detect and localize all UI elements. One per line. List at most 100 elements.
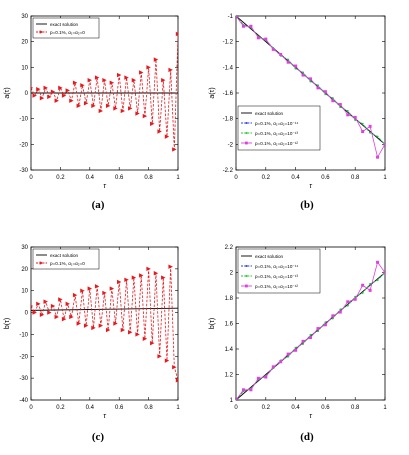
series-marker-3 — [309, 336, 312, 340]
series-marker-1 — [65, 301, 70, 307]
series-marker-2 — [324, 321, 327, 324]
series-marker-1 — [31, 304, 34, 308]
series-marker-1 — [76, 321, 81, 326]
x-tick-label: 0.8 — [144, 175, 153, 181]
legend-marker-1 — [39, 30, 44, 34]
y-tick-label: -2.2 — [223, 168, 234, 174]
series-marker-1 — [32, 310, 37, 315]
y-tick-label: -1.6 — [223, 91, 234, 97]
y-tick-label: 0 — [25, 311, 29, 317]
series-marker-3 — [316, 86, 320, 90]
x-axis-label: τ — [309, 183, 312, 190]
series-marker-1 — [113, 321, 118, 326]
series-marker-3 — [301, 339, 305, 343]
legend: exact solution p=0.1%, α₁=α₂=0 — [32, 17, 100, 39]
series-marker-1 — [105, 327, 111, 333]
series-marker-3 — [294, 348, 298, 352]
series-marker-1 — [65, 88, 70, 93]
series-marker-1 — [72, 80, 78, 85]
series-marker-1 — [105, 103, 111, 109]
series-marker-3 — [301, 73, 305, 77]
x-tick-label: 0 — [234, 175, 238, 181]
y-axis-label: b(τ) — [4, 318, 11, 329]
series-marker-3 — [331, 314, 335, 318]
y-tick-label: -1.2 — [223, 40, 234, 46]
series-marker-1 — [58, 85, 63, 91]
series-marker-2 — [287, 58, 290, 61]
y-axis-label: a(τ) — [4, 87, 11, 98]
series-marker-1 — [87, 77, 92, 83]
series-marker-3 — [286, 60, 290, 64]
series-marker-2 — [294, 346, 297, 349]
legend-marker-1 — [39, 261, 44, 265]
x-tick-label: 0 — [29, 405, 33, 411]
series-marker-1 — [36, 86, 41, 92]
series-marker-1 — [146, 65, 151, 70]
y-tick-label: 2.2 — [225, 245, 234, 251]
x-tick-label: 1 — [383, 405, 387, 411]
x-tick-label: 0.2 — [262, 175, 271, 181]
series-marker-1 — [142, 336, 148, 341]
series-marker-3 — [249, 24, 253, 28]
series-marker-2 — [309, 334, 312, 336]
legend-box — [32, 17, 100, 39]
y-tick-label: -30 — [19, 376, 28, 382]
series-marker-3 — [271, 47, 275, 51]
series-marker-3 — [331, 99, 335, 103]
y-axis-label: a(τ) — [209, 87, 216, 98]
series-marker-1 — [69, 98, 74, 103]
x-tick-label: 1 — [176, 175, 180, 181]
series-marker-3 — [271, 365, 275, 369]
series-marker-1 — [61, 316, 67, 322]
series-marker-3 — [376, 155, 380, 159]
series-marker-2 — [309, 80, 312, 83]
series-marker-3 — [376, 260, 380, 264]
x-tick-label: 0.6 — [321, 405, 330, 411]
y-tick-label: 0 — [25, 91, 29, 97]
series-marker-1 — [150, 121, 155, 126]
series-marker-3 — [338, 310, 342, 314]
series-marker-1 — [175, 31, 178, 37]
series-marker-2 — [302, 343, 304, 345]
series-marker-1 — [31, 86, 34, 89]
series-marker-1 — [43, 299, 48, 304]
legend-marker-2 — [245, 275, 248, 277]
series-marker-1 — [157, 129, 162, 134]
panel-label: (b) — [300, 199, 314, 211]
series-marker-2 — [331, 97, 334, 100]
series-marker-2 — [331, 317, 334, 320]
legend-box — [32, 248, 100, 270]
series-marker-2 — [354, 119, 357, 121]
series-marker-3 — [383, 142, 385, 146]
series-marker-3 — [361, 130, 365, 133]
series-marker-1 — [36, 301, 41, 307]
series-marker-2 — [339, 308, 342, 311]
series-marker-3 — [361, 283, 365, 287]
series-marker-1 — [54, 314, 59, 320]
series-marker-1 — [69, 314, 74, 320]
series-marker-3 — [236, 16, 238, 18]
legend-entry-1: p=0.1%, α₁=α₂=0 — [50, 261, 85, 266]
series-marker-1 — [58, 297, 63, 302]
series-marker-3 — [368, 288, 372, 292]
series-marker-2 — [302, 71, 304, 74]
series-marker-1 — [43, 85, 48, 91]
series-marker-3 — [353, 297, 357, 301]
series-line-0 — [31, 307, 178, 311]
series-marker-3 — [368, 124, 372, 128]
series-marker-1 — [153, 271, 159, 276]
series-marker-1 — [113, 106, 118, 111]
legend-entry-0: exact solution — [255, 111, 284, 116]
series-marker-1 — [109, 80, 115, 85]
y-tick-label: -10 — [19, 332, 28, 338]
series-marker-2 — [361, 122, 364, 125]
series-marker-2 — [376, 279, 379, 282]
series-marker-1 — [131, 275, 137, 280]
series-marker-2 — [339, 106, 342, 109]
panel-a: 0 0.2 0.4 0.6 0.8 1 -30 -20 -10 0 10 20 30 τ a(τ) exact… — [4, 14, 180, 211]
series-marker-3 — [279, 53, 283, 56]
series-marker-1 — [131, 77, 137, 83]
series-marker-1 — [109, 286, 115, 291]
x-axis-label: τ — [309, 413, 312, 420]
